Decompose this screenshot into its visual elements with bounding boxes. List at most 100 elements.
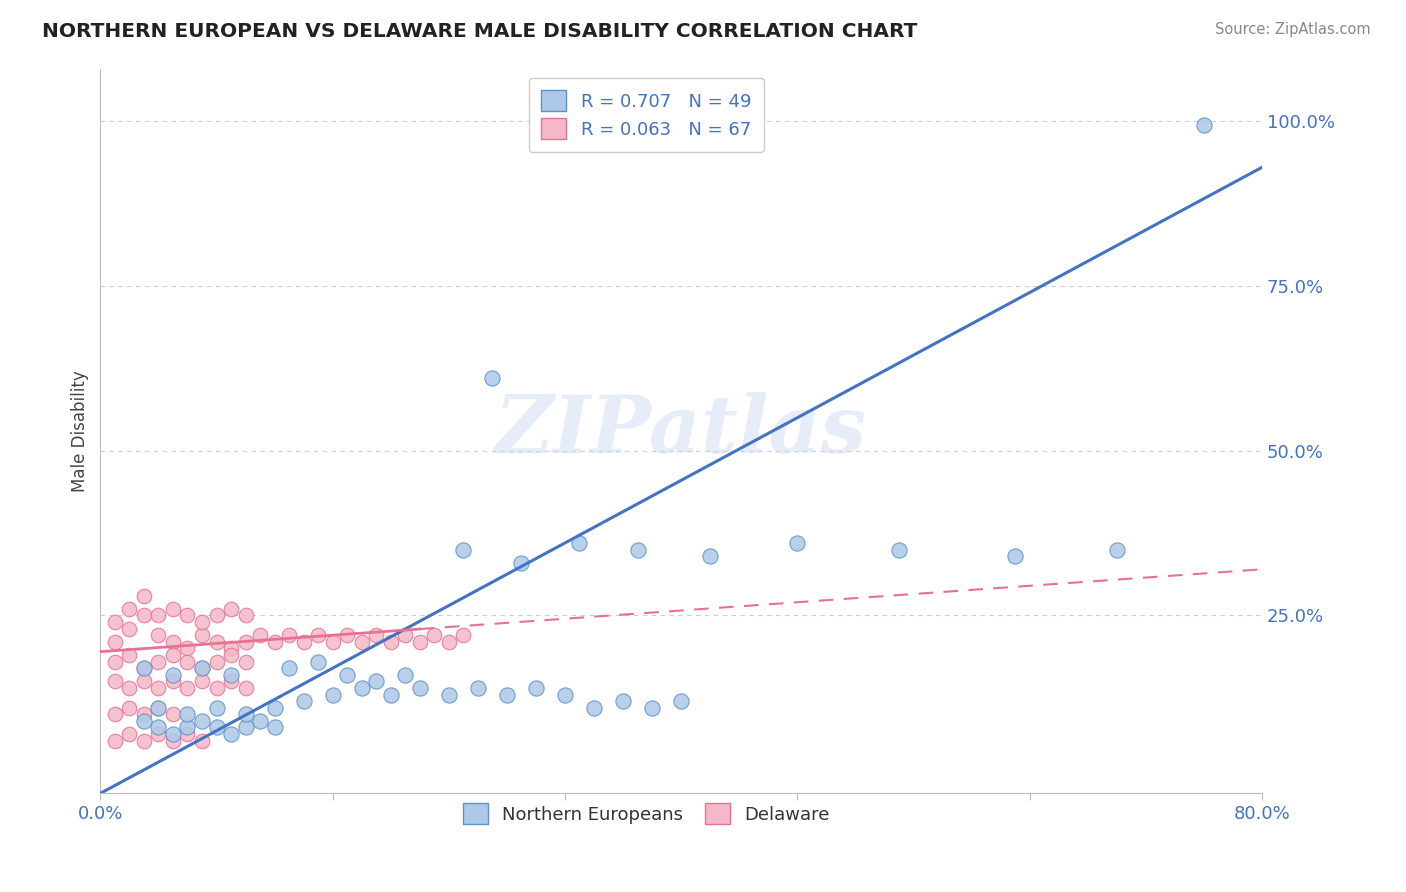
Point	[162, 674, 184, 689]
Point	[380, 634, 402, 648]
Point	[118, 700, 141, 714]
Point	[437, 688, 460, 702]
Point	[235, 707, 257, 722]
Point	[453, 542, 475, 557]
Point	[409, 681, 432, 695]
Point	[249, 628, 271, 642]
Point	[176, 655, 198, 669]
Point	[104, 615, 127, 629]
Point	[162, 634, 184, 648]
Point	[132, 707, 155, 722]
Point	[162, 733, 184, 747]
Point	[118, 622, 141, 636]
Point	[235, 608, 257, 623]
Point	[148, 700, 170, 714]
Text: Source: ZipAtlas.com: Source: ZipAtlas.com	[1215, 22, 1371, 37]
Point	[191, 714, 214, 728]
Point	[176, 707, 198, 722]
Point	[148, 727, 170, 741]
Point	[350, 634, 373, 648]
Point	[366, 674, 388, 689]
Point	[249, 714, 271, 728]
Point	[176, 727, 198, 741]
Point	[322, 688, 344, 702]
Text: NORTHERN EUROPEAN VS DELAWARE MALE DISABILITY CORRELATION CHART: NORTHERN EUROPEAN VS DELAWARE MALE DISAB…	[42, 22, 918, 41]
Point	[148, 608, 170, 623]
Point	[219, 727, 242, 741]
Point	[205, 681, 228, 695]
Point	[307, 655, 329, 669]
Point	[336, 667, 359, 681]
Point	[148, 681, 170, 695]
Point	[162, 602, 184, 616]
Point	[453, 628, 475, 642]
Point	[510, 556, 533, 570]
Point	[132, 733, 155, 747]
Point	[191, 661, 214, 675]
Point	[148, 721, 170, 735]
Point	[191, 674, 214, 689]
Point	[1192, 118, 1215, 132]
Point	[219, 648, 242, 662]
Point	[641, 700, 664, 714]
Point	[118, 727, 141, 741]
Point	[148, 655, 170, 669]
Point	[176, 641, 198, 656]
Point	[176, 681, 198, 695]
Point	[219, 667, 242, 681]
Point	[235, 634, 257, 648]
Point	[132, 661, 155, 675]
Point	[626, 542, 648, 557]
Point	[235, 655, 257, 669]
Y-axis label: Male Disability: Male Disability	[72, 370, 89, 491]
Point	[336, 628, 359, 642]
Point	[699, 549, 721, 563]
Point	[191, 661, 214, 675]
Point	[786, 536, 808, 550]
Point	[278, 661, 301, 675]
Point	[292, 694, 315, 708]
Text: ZIPatlas: ZIPatlas	[495, 392, 868, 470]
Point	[118, 648, 141, 662]
Point	[162, 727, 184, 741]
Point	[1004, 549, 1026, 563]
Point	[380, 688, 402, 702]
Point	[568, 536, 591, 550]
Point	[423, 628, 446, 642]
Point	[394, 667, 416, 681]
Point	[205, 721, 228, 735]
Point	[582, 700, 605, 714]
Point	[205, 634, 228, 648]
Point	[162, 648, 184, 662]
Point	[104, 655, 127, 669]
Point	[219, 602, 242, 616]
Point	[191, 733, 214, 747]
Point	[191, 628, 214, 642]
Legend: Northern Europeans, Delaware: Northern Europeans, Delaware	[451, 792, 841, 835]
Point	[132, 661, 155, 675]
Point	[481, 371, 503, 385]
Point	[467, 681, 489, 695]
Point	[887, 542, 910, 557]
Point	[612, 694, 634, 708]
Point	[235, 681, 257, 695]
Point	[278, 628, 301, 642]
Point	[554, 688, 576, 702]
Point	[205, 655, 228, 669]
Point	[132, 674, 155, 689]
Point	[292, 634, 315, 648]
Point	[235, 721, 257, 735]
Point	[191, 615, 214, 629]
Point	[176, 721, 198, 735]
Point	[437, 634, 460, 648]
Point	[162, 667, 184, 681]
Point	[366, 628, 388, 642]
Point	[132, 589, 155, 603]
Point	[205, 608, 228, 623]
Point	[524, 681, 547, 695]
Point	[132, 608, 155, 623]
Point	[176, 608, 198, 623]
Point	[205, 700, 228, 714]
Point	[219, 641, 242, 656]
Point	[132, 714, 155, 728]
